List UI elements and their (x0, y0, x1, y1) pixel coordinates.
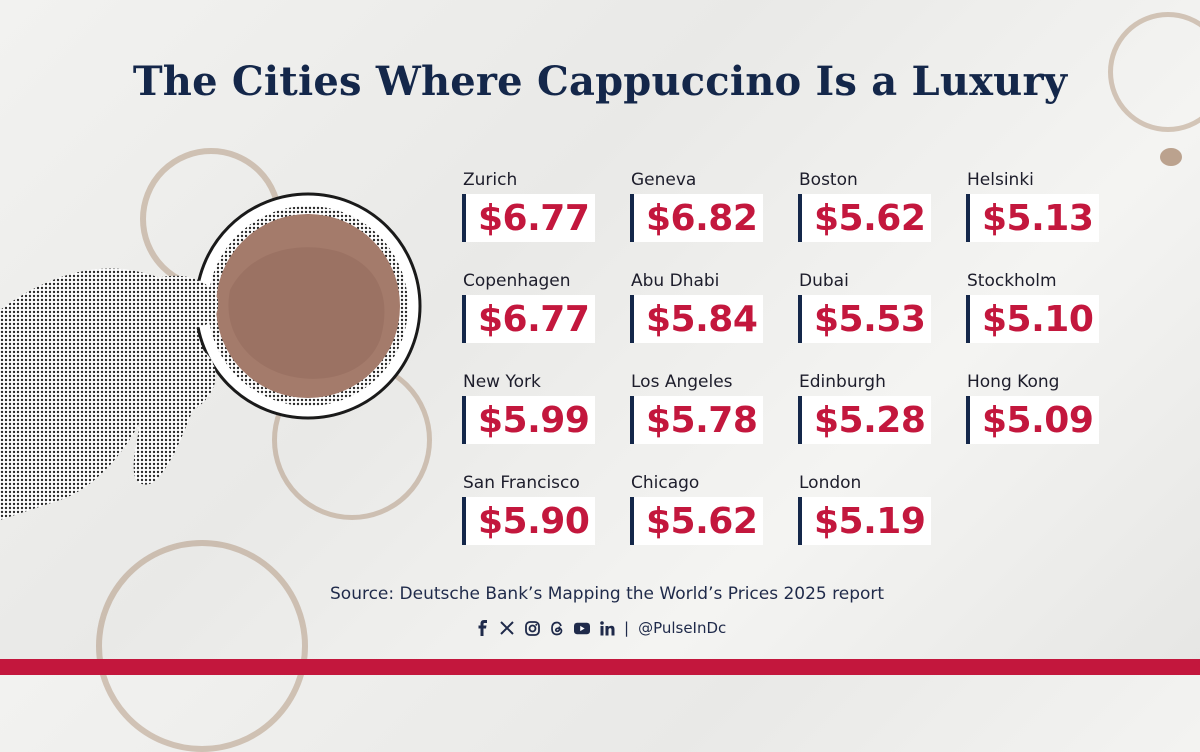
cappuccino-crema (228, 247, 385, 379)
price-box: $5.62 (798, 194, 932, 242)
city-name: New York (463, 372, 541, 392)
price-box: $5.62 (630, 497, 764, 545)
page-title: The Cities Where Cappuccino Is a Luxury (132, 58, 1068, 105)
price-box: $5.84 (630, 295, 764, 343)
cappuccino-price: $5.53 (814, 298, 926, 340)
city-card: Los Angeles $5.78 (630, 372, 790, 452)
cappuccino-price: $5.62 (646, 500, 758, 542)
cappuccino-price: $5.99 (478, 399, 590, 441)
price-box: $6.77 (462, 295, 596, 343)
city-card: Zurich $6.77 (462, 170, 622, 250)
price-box: $5.78 (630, 396, 764, 444)
social-separator: | (624, 619, 630, 637)
city-card: Boston $5.62 (798, 170, 958, 250)
source-note: Source: Deutsche Bank’s Mapping the Worl… (330, 584, 885, 604)
facebook-icon[interactable] (474, 620, 490, 636)
coffee-drip-right (1160, 148, 1182, 166)
cappuccino-price: $5.09 (982, 399, 1094, 441)
cappuccino-cup-illustration (0, 192, 422, 520)
coffee-stain-top-right (1108, 12, 1200, 132)
cappuccino-price: $5.62 (814, 197, 926, 239)
price-box: $5.10 (966, 295, 1100, 343)
city-name: San Francisco (463, 473, 580, 493)
thumb-illustration (165, 340, 216, 414)
youtube-icon[interactable] (574, 620, 590, 636)
city-name: Geneva (631, 170, 697, 190)
city-card: London $5.19 (798, 473, 958, 553)
city-card: San Francisco $5.90 (462, 473, 622, 553)
cappuccino-price: $5.90 (478, 500, 590, 542)
city-name: Dubai (799, 271, 849, 291)
cappuccino-price: $5.13 (982, 197, 1094, 239)
cappuccino-price: $5.19 (814, 500, 926, 542)
city-name: Chicago (631, 473, 700, 493)
city-card: Abu Dhabi $5.84 (630, 271, 790, 351)
city-card: Stockholm $5.10 (966, 271, 1126, 351)
price-box: $5.19 (798, 497, 932, 545)
price-box: $5.99 (462, 396, 596, 444)
city-card: Chicago $5.62 (630, 473, 790, 553)
bottom-accent-bar (0, 659, 1200, 675)
cappuccino-price: $6.77 (478, 298, 590, 340)
city-name: Stockholm (967, 271, 1057, 291)
city-name: Helsinki (967, 170, 1034, 190)
x-icon[interactable] (499, 620, 515, 636)
price-box: $5.13 (966, 194, 1100, 242)
price-box: $5.53 (798, 295, 932, 343)
city-card: Hong Kong $5.09 (966, 372, 1126, 452)
city-card: Geneva $6.82 (630, 170, 790, 250)
price-box: $6.82 (630, 194, 764, 242)
city-card: Helsinki $5.13 (966, 170, 1126, 250)
city-name: Zurich (463, 170, 518, 190)
threads-icon[interactable] (549, 620, 565, 636)
cappuccino-price: $6.77 (478, 197, 590, 239)
city-name: Boston (799, 170, 858, 190)
social-handle[interactable]: @PulseInDc (638, 619, 727, 637)
cappuccino-price: $5.10 (982, 298, 1094, 340)
city-card: Copenhagen $6.77 (462, 271, 622, 351)
price-box: $5.90 (462, 497, 596, 545)
finger-illustration (150, 275, 219, 329)
hand-illustration (0, 268, 210, 520)
price-box: $5.09 (966, 396, 1100, 444)
cappuccino-price: $5.28 (814, 399, 926, 441)
city-name: Edinburgh (799, 372, 886, 392)
instagram-icon[interactable] (524, 620, 540, 636)
price-box: $6.77 (462, 194, 596, 242)
price-box: $5.28 (798, 396, 932, 444)
city-name: Hong Kong (967, 372, 1060, 392)
city-name: Abu Dhabi (631, 271, 720, 291)
city-name: Los Angeles (631, 372, 733, 392)
social-bar: | @PulseInDc (474, 619, 726, 637)
city-card: New York $5.99 (462, 372, 622, 452)
coffee-stain-bottom-left (96, 540, 308, 752)
city-name: London (799, 473, 862, 493)
city-card: Edinburgh $5.28 (798, 372, 958, 452)
cappuccino-price: $5.78 (646, 399, 758, 441)
linkedin-icon[interactable] (599, 620, 615, 636)
cappuccino-price: $5.84 (646, 298, 758, 340)
city-card: Dubai $5.53 (798, 271, 958, 351)
cappuccino-price: $6.82 (646, 197, 758, 239)
city-name: Copenhagen (463, 271, 571, 291)
